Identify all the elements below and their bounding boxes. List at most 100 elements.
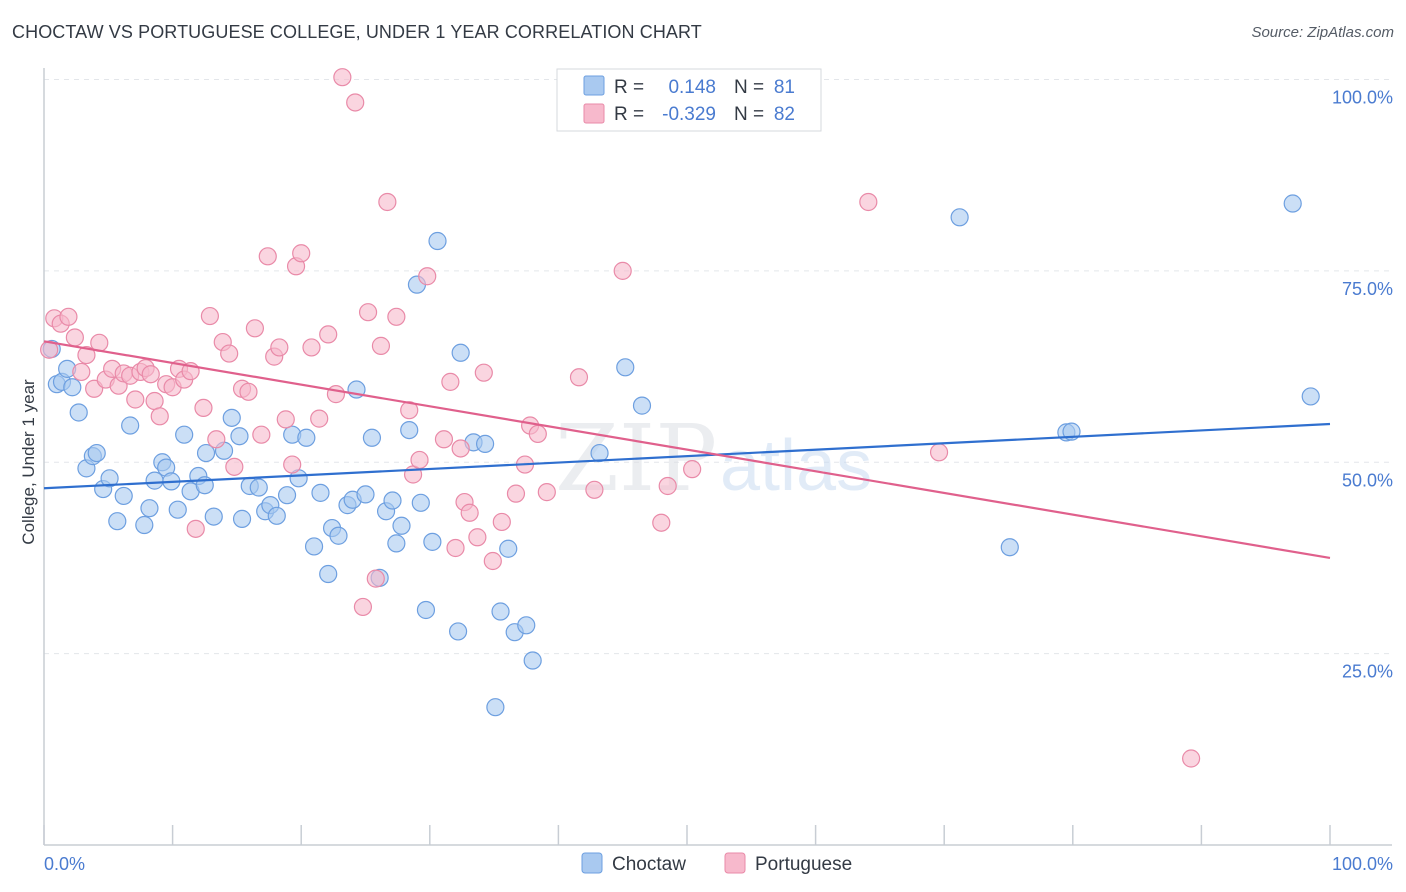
bottom-legend-swatch-choctaw — [581, 852, 603, 874]
portuguese-point — [387, 307, 406, 326]
portuguese-point — [326, 385, 346, 404]
portuguese-point — [528, 424, 547, 444]
y-tick-label-25: 25.0% — [1342, 662, 1393, 682]
choctaw-point — [950, 208, 969, 227]
choctaw-point — [232, 509, 252, 528]
portuguese-point — [186, 519, 205, 538]
portuguese-point — [410, 450, 429, 470]
trend-lines — [43, 340, 1331, 560]
choctaw-point — [1283, 194, 1302, 213]
portuguese-point — [150, 407, 169, 426]
portuguese-point — [126, 390, 145, 409]
portuguese-point — [353, 597, 373, 617]
choctaw-point — [63, 378, 82, 397]
portuguese-point — [434, 430, 454, 449]
choctaw-point — [135, 515, 154, 535]
legend-swatch-portuguese — [583, 103, 605, 124]
portuguese-point — [302, 338, 321, 357]
legend-swatch-choctaw — [583, 75, 605, 96]
choctaw-point — [517, 616, 536, 635]
portuguese-point — [194, 398, 213, 417]
portuguese-point — [200, 306, 219, 326]
portuguese-point — [652, 513, 671, 532]
x-ticks — [43, 825, 1331, 845]
portuguese-point — [585, 480, 604, 499]
chart-title: CHOCTAW VS PORTUGUESE COLLEGE, UNDER 1 Y… — [12, 22, 702, 42]
choctaw-point — [114, 486, 133, 506]
portuguese-point — [245, 319, 265, 338]
gridlines — [44, 79, 1392, 655]
choctaw-point — [387, 534, 406, 553]
choctaw-point — [428, 231, 447, 251]
choctaw-point — [277, 486, 297, 505]
legend-r-label-choctaw: R = — [614, 77, 644, 98]
choctaw-point — [590, 443, 609, 463]
watermark-atlas: atlas — [720, 426, 872, 506]
bottom-legend-swatch-portuguese — [724, 852, 746, 874]
portuguese-point — [658, 476, 677, 496]
choctaw-point — [311, 483, 330, 502]
portuguese-point — [145, 391, 164, 411]
portuguese-point — [468, 528, 487, 547]
choctaw-point — [222, 408, 241, 427]
choctaw-point — [400, 420, 419, 440]
legend-r-label-portuguese: R = — [614, 104, 644, 125]
portuguese-point — [270, 338, 289, 357]
stats-legend: R = 0.148 N = 81 R = -0.329 N = 82 — [556, 68, 822, 132]
choctaw-point — [267, 506, 286, 525]
choctaw-point — [1000, 538, 1019, 557]
choctaw-point — [297, 428, 316, 447]
choctaw-point — [175, 425, 194, 444]
source-note: Source: ZipAtlas.com — [1251, 24, 1394, 41]
portuguese-point — [683, 460, 702, 479]
portuguese-trend-line — [43, 340, 1331, 560]
choctaw-point — [108, 512, 127, 531]
choctaw-point — [451, 343, 470, 362]
portuguese-point — [460, 503, 479, 522]
portuguese-point — [220, 344, 239, 363]
choctaw-point — [329, 526, 348, 545]
portuguese-point — [258, 247, 277, 266]
choctaw-point — [121, 416, 140, 435]
choctaw-point — [475, 434, 495, 453]
choctaw-point — [362, 428, 382, 447]
portuguese-point — [506, 484, 526, 503]
portuguese-point — [569, 368, 589, 387]
legend-r-value-portuguese: -0.329 — [662, 104, 716, 125]
portuguese-point — [358, 303, 378, 322]
y-tick-label-50: 50.0% — [1342, 470, 1393, 490]
choctaw-point — [499, 539, 518, 558]
portuguese-point — [207, 430, 226, 449]
legend-r-value-choctaw: 0.148 — [668, 77, 716, 98]
choctaw-point — [196, 443, 216, 463]
choctaw-trend-line — [43, 422, 1331, 490]
y-tick-label-75: 75.0% — [1342, 279, 1393, 299]
portuguese-point — [537, 483, 556, 502]
choctaw-point — [249, 478, 268, 497]
series-portuguese-points — [40, 68, 1201, 768]
portuguese-point — [859, 192, 878, 212]
choctaw-point — [392, 516, 411, 535]
choctaw-point — [523, 651, 542, 670]
portuguese-point — [252, 425, 271, 444]
portuguese-point — [225, 457, 244, 476]
portuguese-point — [59, 307, 78, 326]
choctaw-point — [319, 564, 338, 584]
portuguese-point — [451, 439, 470, 458]
choctaw-point — [411, 493, 430, 512]
choctaw-point — [448, 622, 468, 641]
portuguese-point — [366, 569, 385, 588]
legend-n-label-choctaw: N = — [734, 77, 764, 98]
portuguese-point — [418, 267, 437, 286]
portuguese-point — [346, 93, 365, 112]
y-tick-label-100: 100.0% — [1332, 88, 1393, 108]
choctaw-point — [356, 485, 375, 504]
portuguese-point — [378, 192, 397, 212]
legend-n-label-portuguese: N = — [734, 104, 764, 125]
choctaw-point — [632, 396, 652, 415]
portuguese-point — [239, 382, 258, 401]
portuguese-point — [319, 325, 338, 344]
portuguese-point — [613, 261, 632, 280]
portuguese-point — [292, 244, 311, 263]
